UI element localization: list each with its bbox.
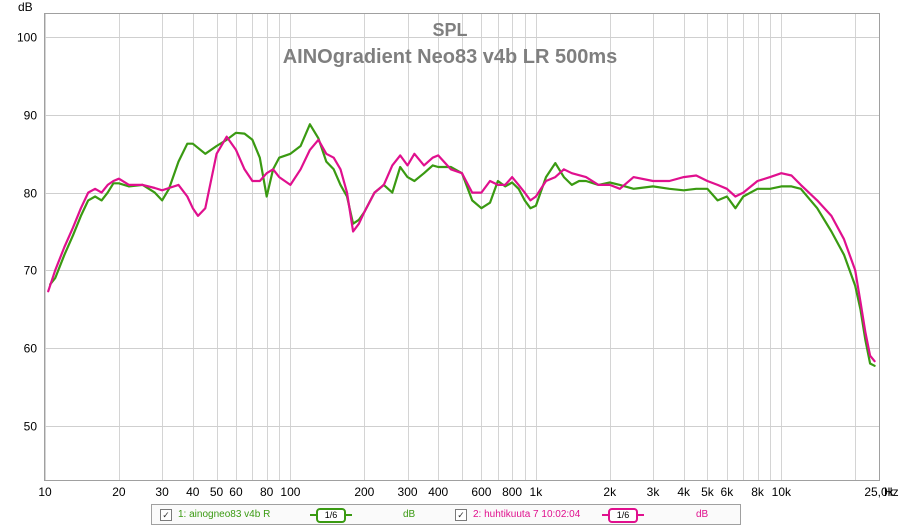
x-tick-label: 6k [721, 485, 735, 499]
x-tick-label: 400 [428, 485, 448, 499]
series-2-checkbox[interactable]: ✓ [455, 508, 467, 521]
series-1-smoothing-button[interactable]: 1/6 [316, 508, 346, 523]
x-tick-label: 2k [603, 485, 617, 499]
x-tick-label: 60 [229, 485, 243, 499]
x-tick-label: 3k [647, 485, 661, 499]
y-tick-label: 80 [24, 187, 38, 201]
x-tick-label: 300 [398, 485, 418, 499]
x-tick-label: 20 [112, 485, 126, 499]
x-tick-label: 10 [38, 485, 52, 499]
x-tick-label: 4k [677, 485, 691, 499]
chart-subtitle: AINOgradient Neo83 v4b LR 500ms [283, 46, 618, 68]
legend-item-2: ✓ 2: huhtikuuta 7 10:02:04 [455, 505, 580, 524]
x-axis-label: Hz [884, 485, 899, 499]
series-2-line-sample-right [638, 514, 644, 516]
x-tick-label: 5k [701, 485, 715, 499]
x-tick-label: 80 [260, 485, 274, 499]
legend: ✓ 1: ainogneo83 v4b R 1/6 dB ✓ 2: huhtik… [151, 504, 741, 525]
x-tick-label: 1k [530, 485, 544, 499]
series-2-label: 2: huhtikuuta 7 10:02:04 [473, 509, 581, 520]
series-2-unit: dB [696, 509, 709, 520]
y-axis-label: dB [18, 0, 33, 14]
x-tick-label: 40 [186, 485, 200, 499]
series-1-line-sample-right [346, 514, 352, 516]
spl-chart: 50 60 70 80 90 100 10 20 30 40 50 60 80 100 200 300 400 6… [17, 0, 899, 500]
series-line-1 [49, 123, 876, 367]
x-tick-label: 200 [354, 485, 374, 499]
series-line-2 [47, 135, 876, 363]
series-1-line-sample-left [310, 514, 316, 516]
series-2-smoothing-button[interactable]: 1/6 [608, 508, 638, 523]
x-tick-label: 30 [155, 485, 169, 499]
legend-item-1: ✓ 1: ainogneo83 v4b R [160, 505, 270, 524]
grid [45, 14, 879, 480]
x-tick-label: 25,0k [864, 485, 894, 499]
x-tick-label: 600 [471, 485, 491, 499]
x-tick-label: 8k [751, 485, 765, 499]
series-1-checkbox[interactable]: ✓ [160, 508, 172, 521]
x-tick-label: 50 [210, 485, 224, 499]
series-2-line-sample-left [602, 514, 608, 516]
series-1-label: 1: ainogneo83 v4b R [178, 509, 271, 520]
y-tick-label: 70 [24, 264, 38, 278]
x-tick-label: 800 [502, 485, 522, 499]
y-tick-label: 90 [24, 109, 38, 123]
y-tick-label: 60 [24, 342, 38, 356]
y-tick-label: 100 [17, 31, 37, 45]
x-tick-label: 10k [772, 485, 792, 499]
series-1-unit: dB [403, 509, 416, 520]
y-tick-label: 50 [24, 420, 38, 434]
chart-title: SPL [432, 20, 467, 40]
series-lines [47, 123, 876, 367]
x-tick-label: 100 [280, 485, 300, 499]
axis-ticks: 50 60 70 80 90 100 10 20 30 40 50 60 80 100 200 300 400 6… [17, 31, 895, 500]
